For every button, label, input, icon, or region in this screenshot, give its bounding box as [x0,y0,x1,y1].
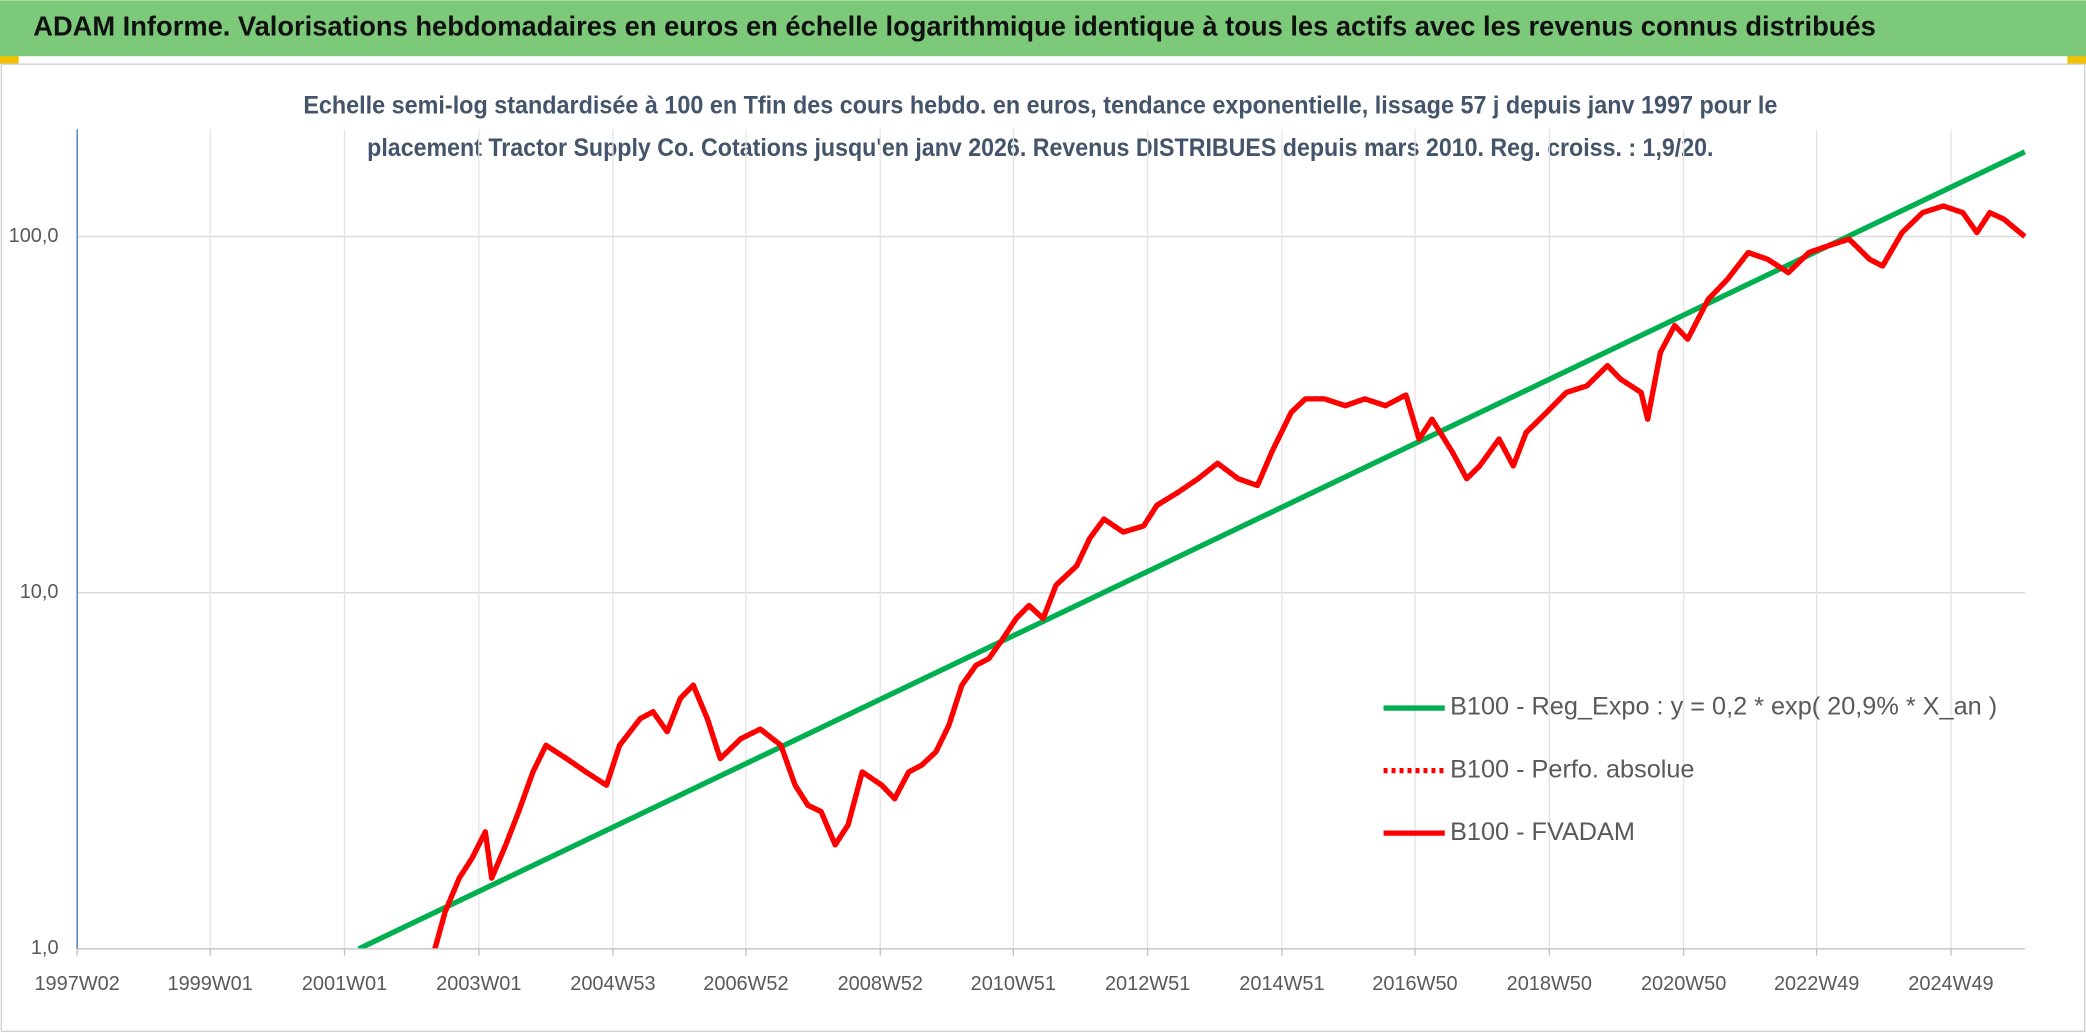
series-line [432,203,2027,949]
legend-label: B100 - Reg_Expo : y = 0,2 * exp( 20,9% *… [1450,693,1997,721]
subtitle: Echelle semi-log standardisée à 100 en T… [303,91,1777,119]
y-tick-label: 1,0 [31,937,59,959]
x-tick-label: 2008W52 [838,973,923,995]
x-tick-label: 2022W49 [1774,973,1859,995]
x-tick-label: 2003W01 [436,973,521,995]
chart-area [0,63,2086,1033]
legend-label: B100 - FVADAM [1450,818,1635,846]
banner [0,0,2086,57]
x-tick-label: 2018W50 [1507,973,1592,995]
x-tick-label: 2004W53 [570,973,655,995]
page-title: ADAM Informe. Valorisations hebdomadaire… [33,11,1876,42]
x-tick-label: 1999W01 [168,973,253,995]
y-tick-label: 10,0 [20,581,59,603]
x-tick-label: 2012W51 [1105,973,1190,995]
x-tick-label: 2014W51 [1239,973,1324,995]
x-tick-label: 2020W50 [1641,973,1726,995]
axes: 1,0 10,0 100,0 1997W02 1999W01 2001W01 2003W01… [9,129,2025,995]
subtitle: placement Tractor Supply Co. Cotations j… [367,134,1713,162]
x-tick-label: 1997W02 [34,973,119,995]
x-tick-label: 2024W49 [1908,973,1993,995]
y-tick-label: 100,0 [9,225,59,247]
x-tick-label: 2010W51 [971,973,1056,995]
x-tick-label: 2006W52 [703,973,788,995]
x-tick-label: 2001W01 [302,973,387,995]
plot [357,149,2027,949]
legend-label: B100 - Perfo. absolue [1450,755,1694,783]
series-line [357,149,2026,949]
x-tick-label: 2016W50 [1372,973,1457,995]
